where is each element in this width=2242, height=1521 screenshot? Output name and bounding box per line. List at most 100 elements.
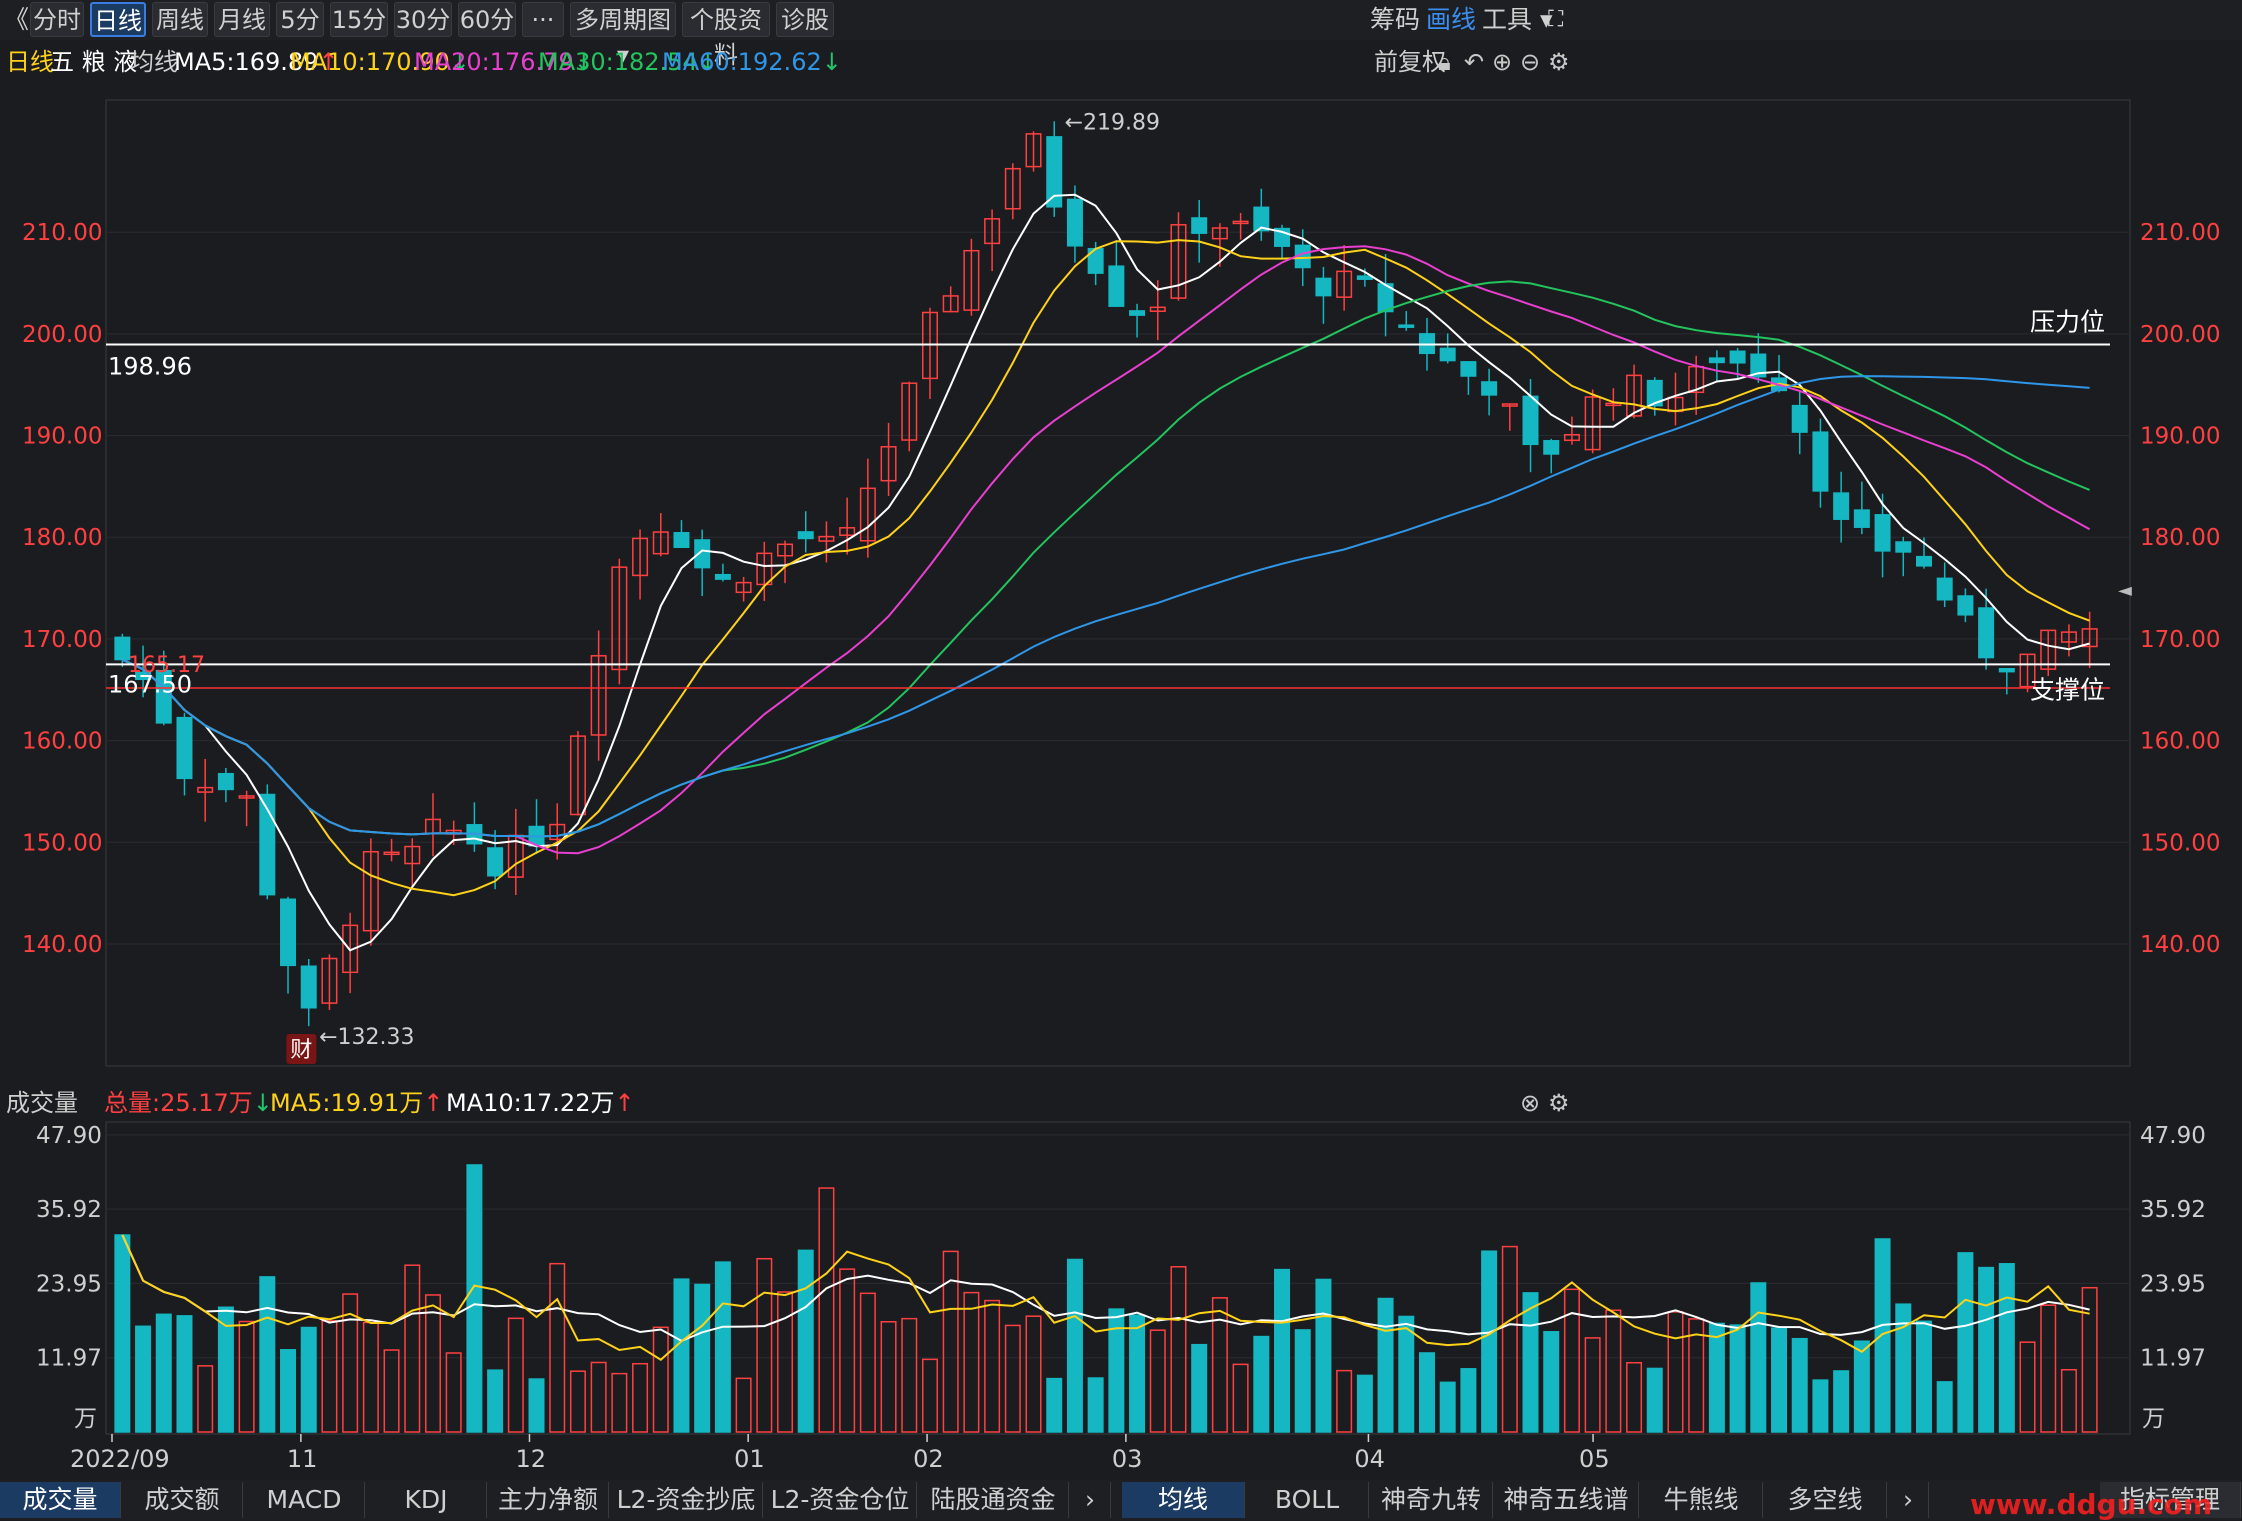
tab-boll[interactable]: BOLL — [1246, 1482, 1369, 1518]
vol-tick-right: 35.92 — [2140, 1197, 2206, 1223]
tab-kdj[interactable]: KDJ — [366, 1482, 487, 1518]
tab-stock-info[interactable]: 个股资料 — [682, 2, 770, 69]
settings-icon[interactable]: ⚙ — [1548, 48, 1570, 76]
candle-body — [1046, 136, 1063, 208]
next-icon[interactable]: › — [1070, 1482, 1111, 1518]
vol-unit-right: 万 — [2142, 1406, 2165, 1432]
candle-body — [1211, 227, 1228, 240]
volume-bar — [632, 1362, 649, 1433]
tab-5min[interactable]: 5分 — [276, 2, 324, 37]
tab-l2-bottom[interactable]: L2-资金抄底 — [610, 1482, 763, 1518]
candle-body — [2040, 629, 2057, 670]
candle-body — [342, 924, 359, 974]
candle-body — [1750, 353, 1767, 378]
candle-body — [1191, 217, 1208, 234]
candle-body — [155, 669, 172, 724]
candle-body — [1274, 227, 1291, 247]
candle-body — [1688, 365, 1705, 394]
tab-fenshi[interactable]: 分时 — [30, 2, 84, 37]
tab-long-short[interactable]: 多空线 — [1764, 1482, 1887, 1518]
close-panel-icon[interactable]: ⊗ — [1520, 1089, 1541, 1117]
support-value: 167.50 — [108, 670, 192, 698]
candle-body — [1605, 402, 1622, 407]
zoom-in-icon[interactable]: ⊕ — [1492, 48, 1513, 76]
volume-ma-lines — [121, 1234, 2090, 1361]
tab-yuexian[interactable]: 月线 — [214, 2, 270, 37]
candle-body — [569, 735, 586, 816]
volume-bar — [445, 1352, 462, 1433]
tab-60min[interactable]: 60分 — [458, 2, 516, 37]
candle-body — [694, 539, 711, 569]
volume-bar — [839, 1268, 856, 1433]
vol-tick-right: 23.95 — [2140, 1271, 2206, 1297]
lock-icon[interactable]: 🔒︎ — [1438, 48, 1451, 76]
next-right-icon[interactable]: › — [1888, 1482, 1929, 1518]
undo-icon[interactable]: ↶ — [1464, 48, 1485, 76]
indicator-manage-button[interactable]: 指标管理 — [2100, 1482, 2241, 1518]
support2-value: 165.17 — [128, 653, 205, 678]
price-tick-right: 140.00 — [2140, 932, 2220, 958]
tools-dropdown[interactable]: 工具 ▾ — [1482, 5, 1553, 34]
draw-button[interactable]: 画线 — [1426, 5, 1477, 34]
volume-bar — [714, 1261, 731, 1433]
volume-bar — [1170, 1266, 1187, 1433]
multi-period-dropdown[interactable]: 多周期图 ▾ — [570, 2, 676, 69]
candle-body — [280, 898, 297, 967]
tab-volume[interactable]: 成交量 — [0, 1482, 121, 1518]
tab-ma[interactable]: 均线 — [1122, 1482, 1245, 1518]
candle-body — [424, 818, 441, 835]
tab-diagnose[interactable]: 诊股 — [776, 2, 834, 37]
volume-settings-icon[interactable]: ⚙ — [1548, 1089, 1570, 1117]
tab-bull-bear[interactable]: 牛熊线 — [1640, 1482, 1763, 1518]
candle-body — [1874, 514, 1891, 552]
tab-l2-position[interactable]: L2-资金仓位 — [764, 1482, 917, 1518]
price-tick-left: 180.00 — [22, 525, 102, 551]
fullscreen-icon[interactable]: ⛶ — [1548, 7, 1564, 32]
ma10-value: MA10:170.90↓ — [290, 48, 470, 76]
tab-magic-nine[interactable]: 神奇九转 — [1370, 1482, 1493, 1518]
tab-macd[interactable]: MACD — [244, 1482, 365, 1518]
volume-bar — [549, 1262, 566, 1433]
tab-zhouxian[interactable]: 周线 — [152, 2, 208, 37]
volume-bar — [1853, 1340, 1870, 1433]
price-tick-right: 160.00 — [2140, 729, 2220, 755]
candle-body — [1646, 379, 1663, 407]
volume-grid: 47.90 47.90 35.92 35.92 23.95 23.95 11.97 11.97… — [36, 1123, 2206, 1432]
tab-15min[interactable]: 15分 — [330, 2, 388, 37]
price-tick-right: 150.00 — [2140, 830, 2220, 856]
more-icon[interactable]: ··· — [522, 2, 564, 37]
candle-body — [2060, 631, 2077, 643]
vol-tick-left: 47.90 — [36, 1123, 102, 1149]
top-toolbar: 《 分时 日线 周线 月线 5分 15分 30分 60分 ··· 多周期图 ▾ … — [0, 0, 2242, 69]
candle-body — [735, 581, 752, 594]
volume-bar — [859, 1292, 876, 1433]
volume-total: 总量:25.17万↓ — [104, 1089, 273, 1117]
tab-30min[interactable]: 30分 — [394, 2, 452, 37]
volume-bar — [1812, 1379, 1829, 1433]
chips-button[interactable]: 筹码 — [1370, 5, 1421, 34]
tab-northbound[interactable]: 陆股通资金 — [918, 1482, 1069, 1518]
candle-body — [1771, 377, 1788, 392]
price-tick-left: 200.00 — [22, 322, 102, 348]
volume-bar — [921, 1358, 938, 1433]
volume-bar — [1957, 1252, 1974, 1433]
tab-magic-five[interactable]: 神奇五线谱 — [1494, 1482, 1639, 1518]
zoom-out-icon[interactable]: ⊖ — [1520, 48, 1541, 76]
volume-bar — [1688, 1318, 1705, 1433]
low-marker: ←132.33 — [319, 1025, 414, 1050]
tab-rixian[interactable]: 日线 — [90, 2, 146, 37]
price-tick-left: 140.00 — [22, 932, 102, 958]
ma-label[interactable]: 均线 — [130, 48, 178, 76]
volume-bar — [217, 1306, 234, 1433]
back-icon[interactable]: 《 — [4, 5, 30, 34]
adjust-mode[interactable]: 前复权 — [1374, 48, 1446, 76]
volume-bar — [238, 1320, 255, 1433]
tab-turnover[interactable]: 成交额 — [122, 1482, 243, 1518]
volume-bar — [1915, 1320, 1932, 1433]
tab-main-net[interactable]: 主力净额 — [488, 1482, 609, 1518]
volume-bar — [963, 1291, 980, 1433]
vol-tick-right: 47.90 — [2140, 1123, 2206, 1149]
candle-body — [197, 786, 214, 793]
volume-bar — [114, 1234, 131, 1433]
